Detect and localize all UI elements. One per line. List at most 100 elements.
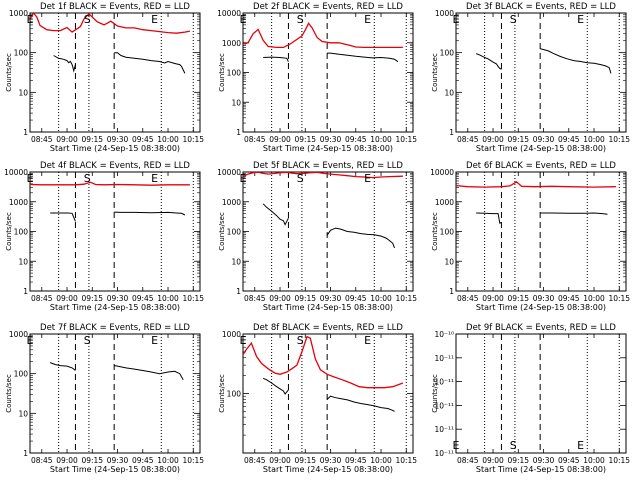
plot-frame [242, 171, 414, 292]
y-tick-label: 100 [227, 228, 242, 237]
y-tick-label: 10 [231, 257, 241, 266]
x-tick-label: 10:00 [370, 135, 392, 144]
plot-frame [455, 12, 627, 133]
y-tick-label: 10000 [4, 168, 28, 177]
x-tick-label: 10:00 [583, 456, 605, 465]
x-tick-label: 08:45 [31, 135, 53, 144]
plot-frame [455, 171, 627, 292]
e-marker-label: E [27, 172, 34, 185]
x-tick-label: 09:00 [482, 294, 504, 303]
x-tick-label: 10:00 [157, 135, 179, 144]
y-tick-label: 1000 [222, 39, 241, 48]
y-tick-label: 10 [444, 88, 454, 97]
y-tick-label: 100 [440, 49, 455, 58]
plot-frame [29, 12, 201, 133]
plot-frame [242, 12, 414, 133]
y-tick-label: 10⁻¹¹ [434, 378, 454, 387]
x-tick-label: 09:15 [507, 456, 529, 465]
x-axis-label: Start Time (24-Sep-15 08:38:00) [476, 465, 606, 474]
x-tick-label: 09:00 [56, 294, 78, 303]
e-marker-label: E [240, 13, 247, 26]
events-series-line [263, 56, 289, 62]
x-tick-label: 10:15 [608, 456, 630, 465]
x-tick-label: 09:30 [320, 456, 342, 465]
y-tick-label: 10⁻¹⁰ [434, 330, 454, 339]
e-marker-label: E [27, 13, 34, 26]
y-tick-label: 10000 [217, 9, 241, 18]
events-series-line [476, 212, 502, 224]
x-tick-label: 09:15 [294, 294, 316, 303]
x-tick-label: 09:45 [558, 456, 580, 465]
x-tick-label: 09:30 [320, 294, 342, 303]
x-tick-label: 09:45 [345, 294, 367, 303]
x-axis-label: Start Time (24-Sep-15 08:38:00) [476, 144, 606, 153]
lld-series-line [30, 181, 190, 186]
s-marker-label: S [297, 334, 304, 347]
x-axis-label: Start Time (24-Sep-15 08:38:00) [50, 303, 180, 312]
x-tick-label: 08:45 [244, 294, 266, 303]
x-tick-label: 10:15 [395, 456, 417, 465]
x-tick-label: 10:15 [395, 294, 417, 303]
e-marker-label: E [364, 13, 371, 26]
y-tick-label: 1000 [222, 198, 241, 207]
x-axis-label: Start Time (24-Sep-15 08:38:00) [263, 144, 393, 153]
panel-title: Det 3f BLACK = Events, RED = LLD [466, 2, 616, 12]
panel-title: Det 1f BLACK = Events, RED = LLD [40, 2, 190, 12]
y-axis-label: Counts/sec [218, 53, 226, 92]
y-axis-label: Counts/sec [5, 53, 13, 92]
x-tick-label: 08:45 [31, 456, 53, 465]
y-tick-label: 1 [449, 287, 454, 296]
x-tick-label: 10:00 [583, 294, 605, 303]
y-tick-label: 1000 [222, 330, 241, 339]
y-tick-label: 1000 [9, 9, 28, 18]
x-tick-label: 10:15 [182, 294, 204, 303]
e-marker-label: E [364, 172, 371, 185]
x-tick-label: 08:45 [457, 456, 479, 465]
s-marker-label: S [84, 13, 91, 26]
y-tick-label: 10 [231, 98, 241, 107]
s-marker-label: S [297, 13, 304, 26]
detector-panel-1: Det 1f BLACK = Events, RED = LLD 08:45 09:… [5, 2, 204, 153]
e-marker-label: E [453, 13, 460, 26]
plot-frame [29, 333, 201, 454]
x-tick-label: 10:00 [370, 456, 392, 465]
panel-title: Det 7f BLACK = Events, RED = LLD [40, 323, 190, 333]
y-axis-label: Counts/sec [5, 212, 13, 251]
plot-frame [29, 171, 201, 292]
y-tick-label: 10 [444, 257, 454, 266]
events-series-line [114, 52, 186, 74]
x-tick-label: 09:15 [294, 456, 316, 465]
e-marker-label: E [364, 334, 371, 347]
panel-title: Det 5f BLACK = Events, RED = LLD [253, 161, 403, 171]
x-tick-label: 09:45 [558, 135, 580, 144]
panel-title: Det 2f BLACK = Events, RED = LLD [253, 2, 403, 12]
events-series-line [50, 212, 76, 222]
x-tick-label: 09:45 [132, 456, 154, 465]
y-tick-label: 10⁻¹¹ [434, 449, 454, 458]
x-axis-label: Start Time (24-Sep-15 08:38:00) [50, 465, 180, 474]
x-tick-label: 09:15 [294, 135, 316, 144]
x-tick-label: 08:45 [457, 135, 479, 144]
lld-series-line [243, 335, 404, 389]
x-tick-label: 09:00 [482, 135, 504, 144]
y-tick-label: 1000 [435, 198, 454, 207]
e-marker-label: E [151, 13, 158, 26]
x-axis-label: Start Time (24-Sep-15 08:38:00) [263, 303, 393, 312]
y-tick-label: 1 [23, 449, 28, 458]
x-tick-label: 10:00 [583, 135, 605, 144]
y-tick-label: 10 [18, 409, 28, 418]
y-tick-label: 1 [236, 287, 241, 296]
x-tick-label: 09:45 [132, 294, 154, 303]
x-tick-label: 08:45 [457, 294, 479, 303]
y-tick-label: 100 [227, 69, 242, 78]
x-tick-label: 09:30 [107, 135, 129, 144]
y-axis-label: Counts/sec [431, 53, 439, 92]
plot-frame [242, 333, 414, 454]
e-marker-label: E [577, 13, 584, 26]
panel-title: Det 4f BLACK = Events, RED = LLD [40, 161, 190, 171]
y-tick-label: 1 [23, 287, 28, 296]
y-axis-label: Counts/sec [431, 374, 439, 413]
